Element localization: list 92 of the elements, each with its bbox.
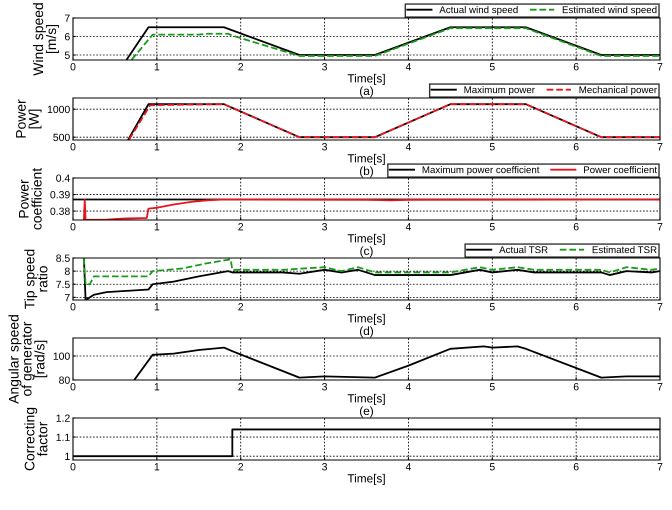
x-tick-label: 5 xyxy=(490,383,495,390)
x-tick-label: 6 xyxy=(574,63,579,70)
y-axis-title: Tip speed ratio xyxy=(24,250,48,309)
y-tick-label: 0.38 xyxy=(50,208,70,215)
x-tick-label: 3 xyxy=(322,303,328,310)
x-tick-label: 0 xyxy=(70,383,76,390)
legend-label: Estimated TSR xyxy=(592,246,657,254)
line-series xyxy=(82,198,660,220)
y-tick-label: 0.39 xyxy=(50,191,70,198)
x-tick-label: 6 xyxy=(574,383,579,390)
y-axis-title: Power coefficient xyxy=(19,168,42,230)
x-tick-label: 3 xyxy=(322,383,328,390)
text: (c) xyxy=(360,246,373,258)
x-tick-label: 3 xyxy=(322,463,328,470)
x-tick-label: 6 xyxy=(574,223,579,230)
y-tick-label: 500 xyxy=(53,134,70,142)
y-tick-label: 7.5 xyxy=(56,280,70,288)
x-tick-label: 0 xyxy=(70,223,76,230)
x-tick-label: 2 xyxy=(238,303,244,310)
y-tick-label: 6 xyxy=(64,33,70,40)
y-axis-title: Power [W] xyxy=(16,100,42,138)
x-tick-label: 6 xyxy=(574,303,579,310)
x-axis-title: Time[s] xyxy=(348,394,385,405)
x-tick-label: 2 xyxy=(238,63,244,70)
y-tick-label: 1.2 xyxy=(56,414,70,422)
y-tick-label: 0.4 xyxy=(56,174,70,182)
x-tick-label: 1 xyxy=(154,463,160,470)
x-tick-label: 5 xyxy=(490,143,495,150)
x-tick-label: 2 xyxy=(238,223,244,230)
x-tick-label: 7 xyxy=(658,463,662,470)
x-tick-label: 0 xyxy=(70,143,76,150)
x-tick-label: 0 xyxy=(70,463,76,470)
x-tick-label: 1 xyxy=(154,63,160,70)
x-tick-label: 1 xyxy=(154,383,160,390)
x-tick-label: 1 xyxy=(154,143,160,150)
x-tick-label: 2 xyxy=(238,463,244,470)
x-tick-label: 4 xyxy=(406,223,412,230)
x-tick-label: 4 xyxy=(406,143,412,150)
x-tick-label: 5 xyxy=(490,303,495,310)
x-axis-title: Time[s] xyxy=(348,314,385,325)
x-tick-label: 7 xyxy=(658,303,662,310)
y-tick-label: 100 xyxy=(54,352,70,360)
x-tick-label: 4 xyxy=(406,63,412,70)
x-tick-label: 0 xyxy=(70,303,76,310)
text: (a) xyxy=(360,86,373,98)
x-tick-label: 5 xyxy=(490,63,495,70)
x-tick-label: 2 xyxy=(238,383,244,390)
y-tick-label: 1 xyxy=(65,452,70,460)
x-tick-label: 7 xyxy=(658,143,662,150)
x-tick-label: 7 xyxy=(658,63,662,70)
x-tick-label: 7 xyxy=(658,223,662,230)
text: (d) xyxy=(360,326,373,338)
x-tick-label: 0 xyxy=(70,63,76,70)
legend-label: Actual wind speed xyxy=(439,6,518,16)
x-tick-label: 5 xyxy=(490,463,495,470)
x-tick-label: 2 xyxy=(238,143,244,150)
x-tick-label: 3 xyxy=(322,63,328,70)
x-tick-label: 3 xyxy=(322,143,328,150)
line-series xyxy=(82,258,660,286)
y-axis-title: Wind speed [m/s] xyxy=(32,3,59,76)
x-tick-label: 6 xyxy=(574,143,579,150)
x-tick-label: 3 xyxy=(322,223,328,230)
x-axis-title: Time[s] xyxy=(348,154,385,165)
legend-label: Power coefficient xyxy=(584,166,658,174)
text: (e) xyxy=(360,406,373,418)
y-tick-label: 1.1 xyxy=(56,434,70,441)
legend-label: Maximum power coefficient xyxy=(422,166,540,176)
x-axis-title: Time[s] xyxy=(348,474,385,485)
x-tick-label: 1 xyxy=(154,223,160,230)
x-tick-label: 4 xyxy=(406,303,412,310)
y-tick-label: 8.5 xyxy=(56,254,70,262)
x-tick-label: 6 xyxy=(574,463,579,470)
x-axis-title: Time[s] xyxy=(348,74,385,85)
x-tick-label: 7 xyxy=(658,383,662,390)
y-tick-label: 8 xyxy=(64,268,70,275)
y-tick-label: 7 xyxy=(64,14,70,22)
x-tick-label: 5 xyxy=(490,223,495,230)
x-axis-title: Time[s] xyxy=(348,234,385,245)
legend-label: Maximum power xyxy=(464,86,535,96)
text: (b) xyxy=(360,166,373,178)
x-tick-label: 4 xyxy=(406,463,412,470)
y-tick-label: 1000 xyxy=(48,106,70,114)
legend-label: Actual TSR xyxy=(499,246,548,254)
y-tick-label: 5 xyxy=(64,52,70,59)
x-tick-label: 1 xyxy=(154,303,160,310)
y-axis-title: Angular speed of generator [rad/s] xyxy=(8,315,48,404)
legend-label: Estimated wind speed xyxy=(562,6,656,16)
y-axis-title: Correcting factor xyxy=(24,408,48,470)
legend-label: Mechanical power xyxy=(580,86,657,96)
y-tick-label: 7 xyxy=(64,294,70,302)
x-tick-label: 4 xyxy=(406,383,412,390)
y-tick-label: 80 xyxy=(59,376,70,384)
